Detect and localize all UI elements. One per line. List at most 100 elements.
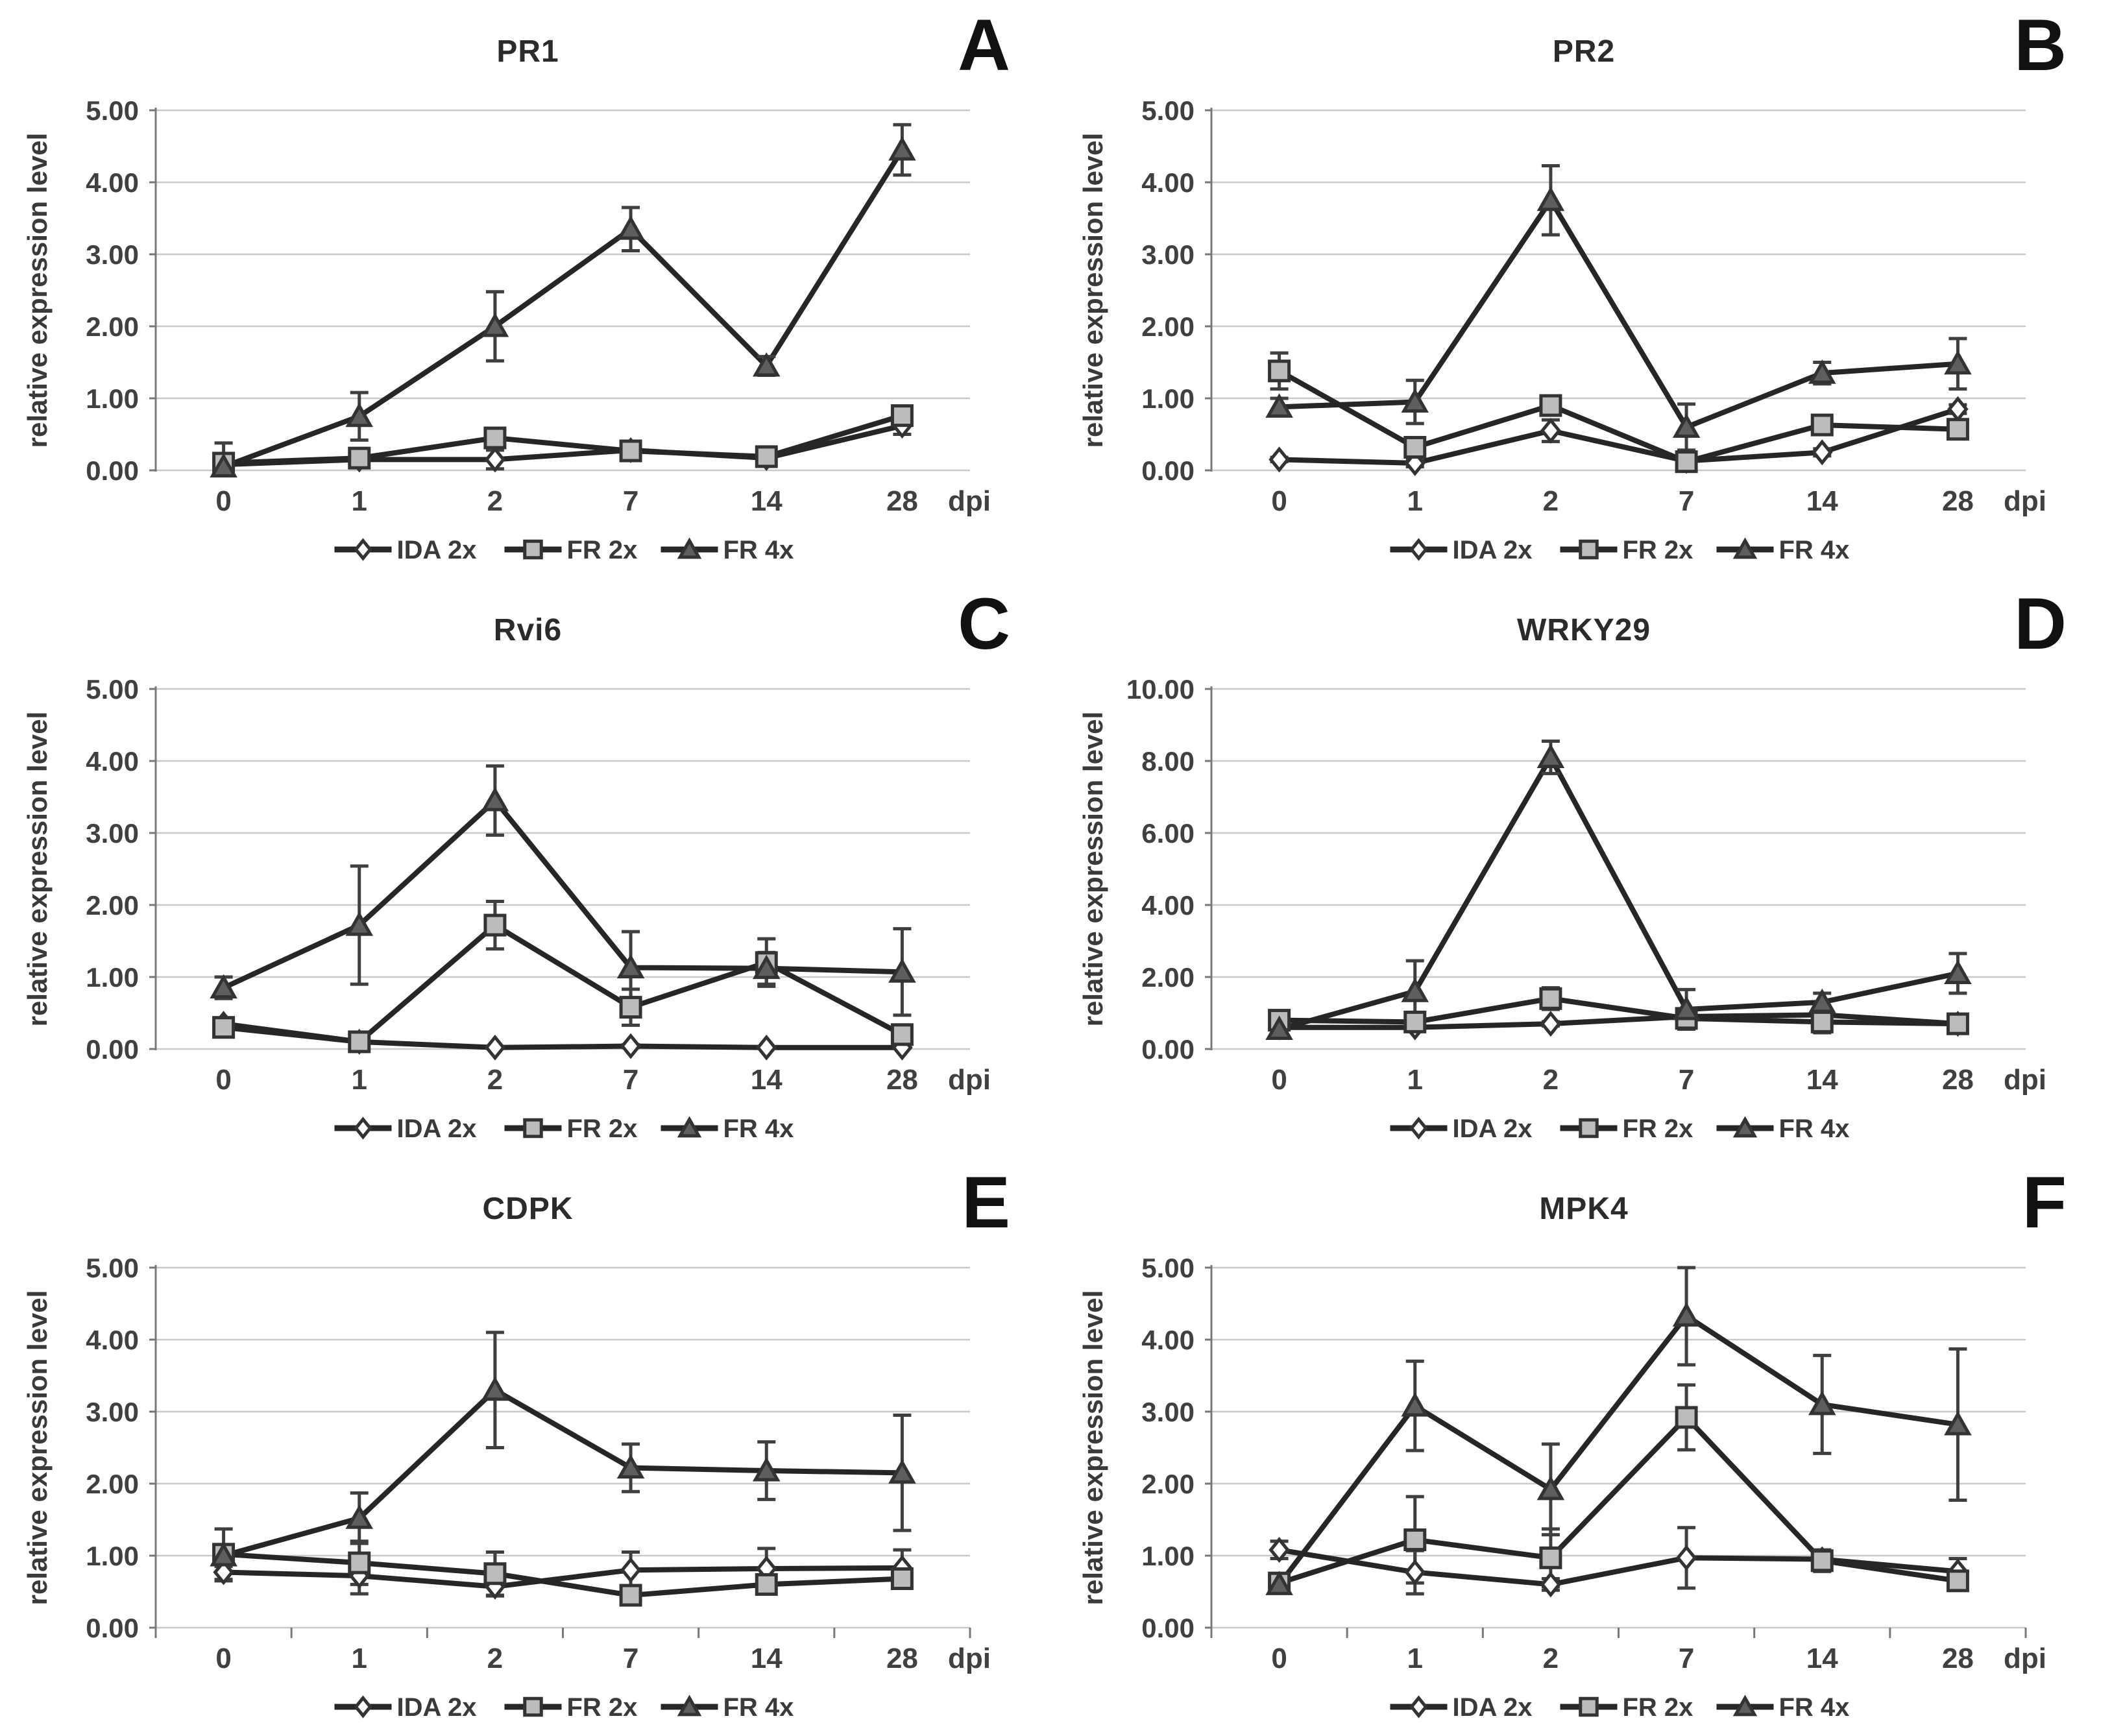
marker-square <box>1675 1406 1698 1429</box>
legend: IDA 2x FR 2x FR 4x <box>1390 536 1849 564</box>
x-tick-label: 14 <box>1806 1064 1838 1096</box>
legend-item-ida-2x: IDA 2x <box>1390 536 1533 564</box>
x-tick-label: 0 <box>215 1643 231 1674</box>
series-markers-fr-2x <box>1268 359 1969 474</box>
legend-item-fr-2x: FR 2x <box>504 536 638 564</box>
error-bars-fr-2x <box>214 1527 912 1604</box>
marker-diamond <box>354 538 372 561</box>
marker-triangle <box>616 215 645 240</box>
marker-square <box>348 1030 371 1054</box>
legend-label: FR 4x <box>1779 1693 1850 1722</box>
x-tick-label: 28 <box>886 485 918 517</box>
series-line-fr-4x <box>1277 1313 1959 1586</box>
legend-label: FR 2x <box>567 536 638 564</box>
panel-a-pr1: PR1 A 0.00 1.00 2.00 3.00 4.00 5.00 relative e… <box>0 0 1056 579</box>
marker-square <box>1579 539 1599 560</box>
y-tick-label: 4.00 <box>1141 167 1195 198</box>
y-tick-label: 2.00 <box>1141 1469 1195 1499</box>
chart-title: PR2 <box>1552 34 1616 69</box>
legend-label: FR 2x <box>1623 536 1693 564</box>
y-tick-label: 2.00 <box>86 1469 139 1499</box>
chart-canvas-pr1: 0.00 1.00 2.00 3.00 4.00 5.00 relative express… <box>0 0 1056 579</box>
legend-label: FR 2x <box>1623 1693 1693 1722</box>
line-chart: 0.00 1.00 2.00 3.00 4.00 5.00 relative express… <box>1078 95 2046 564</box>
series-line-fr-4x <box>223 148 904 470</box>
y-axis-title: relative expression level <box>22 712 53 1027</box>
legend-item-fr-2x: FR 2x <box>504 1115 637 1143</box>
marker-square <box>1946 418 1969 441</box>
x-tick-label: 1 <box>352 1643 367 1674</box>
marker-square <box>1403 435 1427 459</box>
legend-item-fr-2x: FR 2x <box>1560 1115 1693 1143</box>
marker-square <box>483 426 507 450</box>
marker-diamond <box>484 446 506 473</box>
y-tick-label: 3.00 <box>86 239 139 270</box>
marker-triangle <box>888 136 916 161</box>
marker-triangle <box>210 974 237 999</box>
marker-square <box>1268 359 1291 383</box>
y-tick-label: 0.00 <box>86 1034 139 1065</box>
marker-square <box>523 1118 543 1139</box>
y-tick-label: 4.00 <box>86 167 139 198</box>
legend-item-fr-2x: FR 2x <box>1560 536 1693 564</box>
series-markers-fr-2x <box>1268 1406 1969 1595</box>
chart-canvas-pr2: 0.00 1.00 2.00 3.00 4.00 5.00 relative express… <box>1056 0 2112 579</box>
series-line-ida-2x <box>1279 1012 1958 1030</box>
marker-diamond <box>354 1695 372 1718</box>
legend-item-fr-4x: FR 4x <box>661 1115 794 1143</box>
marker-square <box>619 439 642 463</box>
marker-triangle <box>1536 743 1565 768</box>
marker-diamond <box>620 1557 642 1584</box>
y-tick-label: 10.00 <box>1126 674 1195 705</box>
x-tick-label: 14 <box>751 1643 783 1674</box>
marker-square <box>1539 987 1562 1010</box>
panel-letter: E <box>962 1162 1010 1243</box>
y-axis-title: relative expression level <box>1078 1290 1108 1606</box>
x-axis: 0 1 2 7 14 28 dpi <box>1271 1064 2046 1096</box>
y-tick-label: 3.00 <box>86 1397 139 1427</box>
marker-triangle <box>345 911 374 936</box>
marker-diamond <box>1540 1571 1562 1598</box>
legend-item-fr-4x: FR 4x <box>661 536 794 564</box>
x-tick-label: 0 <box>1271 485 1287 517</box>
legend-item-ida-2x: IDA 2x <box>334 1693 477 1722</box>
legend-item-ida-2x: IDA 2x <box>334 1115 477 1143</box>
error-bars-fr-4x <box>1270 163 1967 452</box>
marker-triangle <box>1265 1571 1293 1595</box>
y-axis-title: relative expression level <box>22 1290 53 1606</box>
marker-triangle <box>345 402 374 428</box>
x-tick-label: 1 <box>1407 1064 1423 1096</box>
series-markers-fr-4x <box>1265 1302 1972 1595</box>
marker-square <box>1539 394 1562 417</box>
y-tick-label: 2.00 <box>1141 311 1195 342</box>
marker-diamond <box>756 1034 777 1061</box>
panel-letter: C <box>958 583 1010 664</box>
marker-triangle <box>1944 959 1972 984</box>
x-tick-label: 2 <box>1543 1064 1559 1096</box>
series-markers-fr-4x <box>1265 743 1972 1040</box>
panel-d-wrky29: WRKY29 D 0.00 2.00 4.00 6.00 8.00 10.00 relati… <box>1056 579 2112 1157</box>
line-chart: 0.00 2.00 4.00 6.00 8.00 10.00 relative expres… <box>1078 674 2046 1143</box>
x-axis: 0 1 2 7 14 28 dpi <box>215 485 991 517</box>
marker-square <box>212 1016 236 1039</box>
marker-triangle <box>1944 350 1972 375</box>
panel-letter: A <box>958 5 1010 86</box>
y-tick-label: 1.00 <box>86 1541 139 1571</box>
y-axis: 0.00 1.00 2.00 3.00 4.00 5.00 <box>1141 1253 1213 1643</box>
panel-e-cdpk: CDPK E 0.00 1.00 2.00 3.00 4.00 5.00 relative … <box>0 1157 1056 1736</box>
marker-triangle <box>752 352 781 377</box>
marker-triangle <box>210 453 237 477</box>
y-tick-label: 0.00 <box>86 455 139 486</box>
marker-triangle <box>677 1116 702 1138</box>
series-markers-fr-4x <box>210 786 916 999</box>
y-tick-label: 8.00 <box>1141 746 1195 777</box>
y-tick-label: 2.00 <box>86 311 139 342</box>
x-tick-label: 1 <box>352 1064 367 1096</box>
chart-title: Rvi6 <box>493 613 563 647</box>
marker-diamond <box>213 1559 234 1585</box>
marker-diamond <box>620 1033 642 1059</box>
series-line-fr-4x <box>1279 197 1958 430</box>
marker-square <box>890 1567 914 1591</box>
legend-label: FR 4x <box>1779 1115 1850 1143</box>
marker-square <box>1946 1012 1969 1035</box>
